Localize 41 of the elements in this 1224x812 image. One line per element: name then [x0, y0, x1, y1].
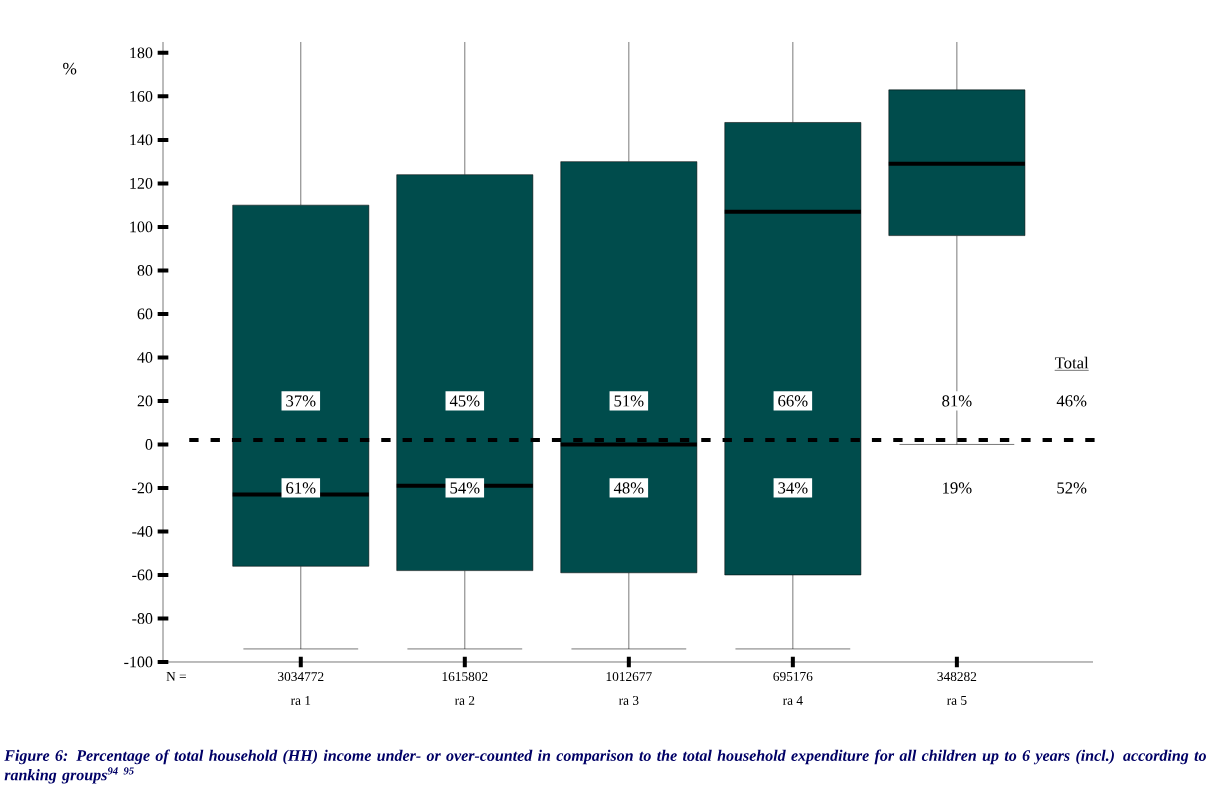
annotation: 81%	[942, 395, 972, 407]
y-tick-label: -40	[132, 526, 153, 537]
text: 695176	[773, 672, 813, 681]
y-tick-label: 120	[130, 177, 153, 189]
text: N =	[166, 672, 186, 681]
annotation: 51%	[614, 395, 644, 407]
y-axis-title: %	[63, 62, 77, 75]
annotation: 54%	[450, 482, 480, 494]
y-tick-label: 0	[145, 439, 153, 450]
annotation: 48%	[613, 482, 644, 494]
y-tick-label: 60	[137, 308, 153, 320]
text: 1615802	[442, 672, 488, 682]
text: 348282	[937, 672, 977, 682]
x-tick-label: ra 1	[290, 696, 311, 705]
text: 1012677	[606, 672, 652, 682]
y-tick-label: 160	[130, 90, 153, 102]
x-tick-label: ra 2	[454, 696, 475, 705]
y-tick-label: -60	[132, 569, 153, 581]
y-tick-label: 100	[130, 221, 153, 233]
x-tick-label: ra 5	[946, 696, 967, 705]
y-tick-label: 20	[137, 395, 153, 407]
annotation: 45%	[449, 395, 480, 407]
annotation: 66%	[778, 395, 808, 407]
y-tick-label: 40	[137, 352, 153, 363]
annotation: 34%	[778, 482, 808, 494]
annotation: Total	[1054, 356, 1089, 369]
annotation: 52%	[1057, 482, 1087, 494]
annotation: 37%	[286, 395, 316, 407]
y-tick-label: 80	[137, 265, 153, 276]
text: 3034772	[278, 672, 324, 682]
y-tick-label: -80	[132, 613, 153, 624]
y-tick-label: 180	[130, 47, 153, 59]
x-tick-label: ra 3	[618, 696, 639, 705]
y-tick-label: -100	[124, 656, 153, 668]
text: Figure 6: Percentage of total household (HH) income under- or over-counted in comparison to the total household expenditure for all children up to 6 years (incl.) according to ranking groups$^{94 95}$	[4, 749, 1206, 784]
y-tick-label: 140	[130, 134, 153, 146]
x-tick-label: ra 4	[782, 696, 803, 705]
annotation: 19%	[943, 482, 972, 494]
annotation: 46%	[1056, 395, 1087, 407]
annotation: 61%	[286, 482, 316, 494]
y-tick-label: -20	[132, 482, 153, 494]
